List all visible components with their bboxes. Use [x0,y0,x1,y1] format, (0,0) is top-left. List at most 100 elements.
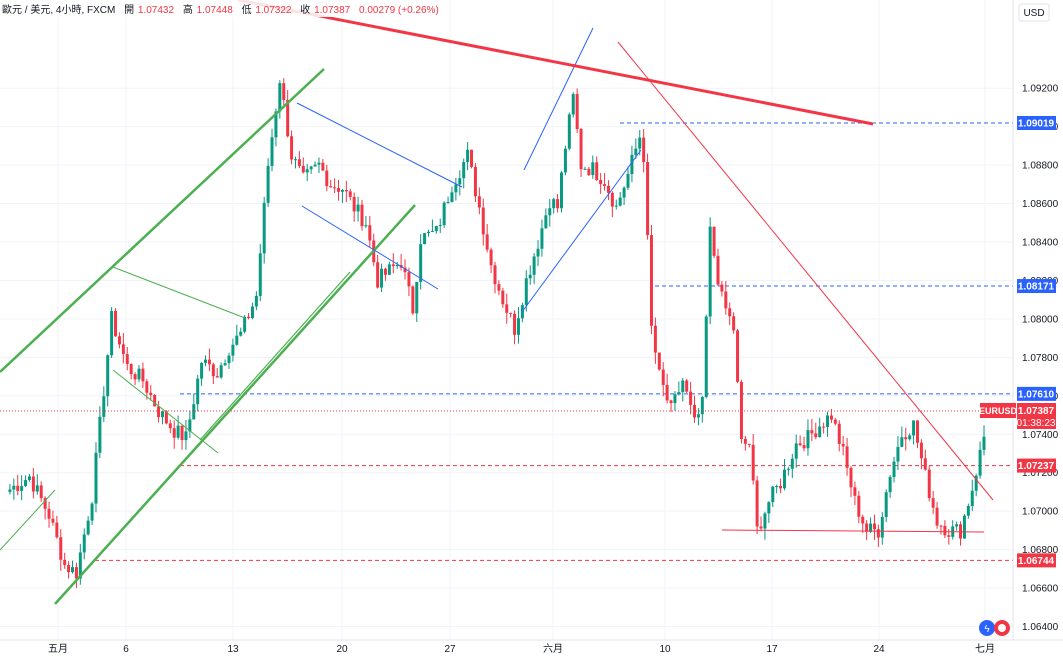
candle [145,378,149,400]
candle [509,312,513,318]
candle-body [614,205,618,207]
candle [665,373,669,404]
green-thin-line-1[interactable] [112,266,246,319]
candle [266,158,270,207]
candle [430,219,434,233]
candle-body [415,281,419,314]
candle-body [39,485,43,499]
event-flag-icon[interactable] [994,620,1010,636]
candle [919,439,923,470]
candle-body [180,425,184,441]
candle [978,441,982,479]
candle [250,302,254,320]
candle-body [908,435,912,440]
candle-body [779,485,783,489]
candle [24,475,28,488]
candle-body [117,336,121,345]
candle [454,177,458,201]
candle [368,216,372,248]
lightning-icon-bg[interactable] [979,620,995,636]
candle-body [184,431,188,441]
currency-button-bg[interactable] [1018,3,1050,22]
y-tick-label: 1.07400 [1022,430,1059,441]
candle [47,501,51,528]
candle-body [677,392,681,395]
candle-body [227,355,231,364]
candle [200,362,204,386]
candle-body [845,446,849,468]
candle [794,434,798,468]
candle [966,503,970,519]
blue-wedge-lower[interactable] [521,149,642,313]
candle [771,485,775,507]
candle-body [927,469,931,499]
candle-body [528,274,532,279]
candle-body [90,503,94,521]
candle-body [16,485,20,491]
candle [642,128,646,173]
y-axis[interactable]: 1.06400 1.06600 1.06800 1.07000 1.07200 1.074… [1022,84,1059,633]
candle-body [317,162,321,165]
red-thick-trendline[interactable] [237,0,874,126]
candle [419,234,423,290]
candle [446,196,450,204]
candle-body [767,502,771,514]
candle [31,468,35,499]
candle [477,187,481,215]
candle [239,327,243,337]
candle [767,501,771,523]
candle [673,391,677,411]
candle [845,437,849,476]
candle-body [595,162,599,181]
candle-body [172,428,176,438]
candle-body [106,355,110,397]
trend-drawings [0,0,994,605]
candle-body [978,449,982,476]
currency-button-label[interactable]: USD [1023,8,1044,19]
x-tick-label: 10 [659,644,671,655]
candle-body [344,190,348,192]
candle [247,312,251,320]
candle [133,372,137,385]
candle-body [133,374,137,380]
candle-body [720,284,724,292]
candle [117,332,121,349]
candle [376,254,380,289]
candle-body [829,415,833,420]
green-thin-line-3[interactable] [0,489,56,551]
candle-body [485,234,489,250]
candle-body [262,202,266,254]
candle [618,191,622,207]
header-low-value: 1.07322 [255,5,292,16]
candle [168,419,172,434]
candle [970,479,974,512]
green-channel-upper[interactable] [0,68,325,373]
red-support-line[interactable] [721,529,985,533]
candle-body [880,516,884,538]
lightning-icon[interactable]: ϟ [979,620,995,636]
blue-wedge-upper[interactable] [523,27,594,171]
candle-body [794,443,798,459]
candle [71,560,75,574]
candle-body [110,311,114,356]
blue-flag-lower[interactable] [301,205,439,290]
candle [861,514,865,534]
blue-flag-upper[interactable] [296,102,463,188]
candle-body [329,186,333,188]
candle-body [430,231,434,233]
red-thin-trendline[interactable] [617,41,994,501]
green-channel-lower-inner[interactable] [199,271,351,441]
candle-body [790,458,794,469]
green-channel-lower[interactable] [54,204,416,605]
currency-button[interactable]: USD [1018,3,1050,22]
candle [747,443,751,448]
candle-body [188,419,192,432]
candle [962,513,966,539]
candle [603,173,607,191]
candle-body [743,438,747,444]
candle [739,379,743,444]
x-axis[interactable]: 五月 6 13 20 27 六月 10 17 24 七月 [48,643,995,655]
candle [98,406,102,458]
